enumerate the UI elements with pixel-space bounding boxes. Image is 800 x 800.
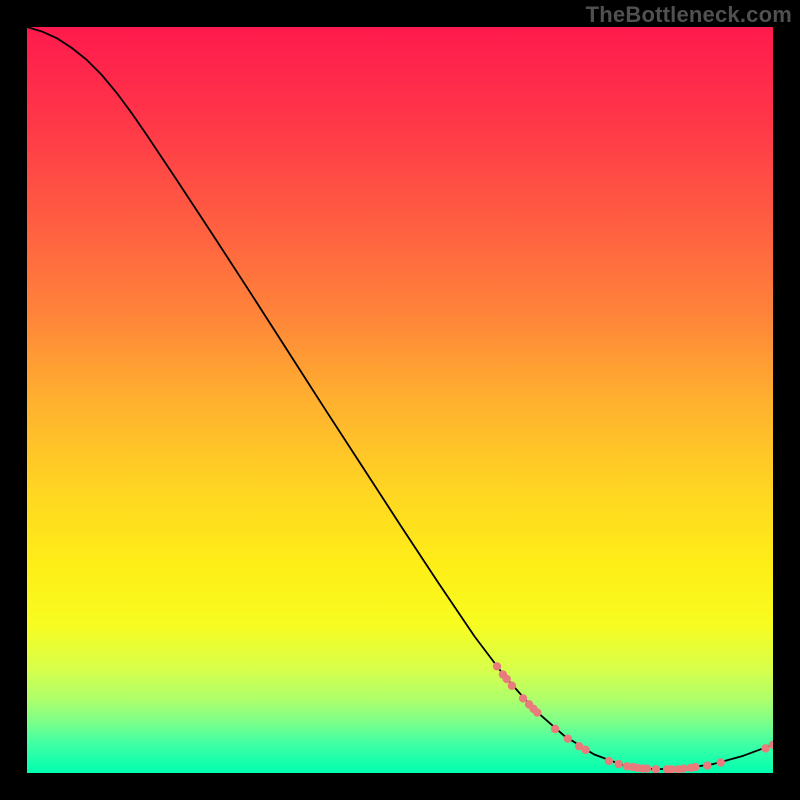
data-marker	[761, 744, 769, 752]
data-marker	[679, 764, 687, 772]
data-marker	[551, 725, 559, 733]
data-marker	[605, 757, 613, 765]
chart-plot	[27, 27, 773, 773]
data-marker	[533, 708, 541, 716]
data-marker	[564, 734, 572, 742]
data-marker	[717, 758, 725, 766]
data-marker	[614, 760, 622, 768]
data-marker	[502, 675, 510, 683]
data-marker	[691, 763, 699, 771]
data-marker	[508, 682, 516, 690]
data-marker	[643, 764, 651, 772]
data-marker	[582, 746, 590, 754]
watermark-text: TheBottleneck.com	[586, 2, 792, 28]
plot-background	[27, 27, 773, 773]
data-marker	[703, 761, 711, 769]
data-marker	[493, 662, 501, 670]
chart-frame: TheBottleneck.com	[0, 0, 800, 800]
data-marker	[519, 694, 527, 702]
